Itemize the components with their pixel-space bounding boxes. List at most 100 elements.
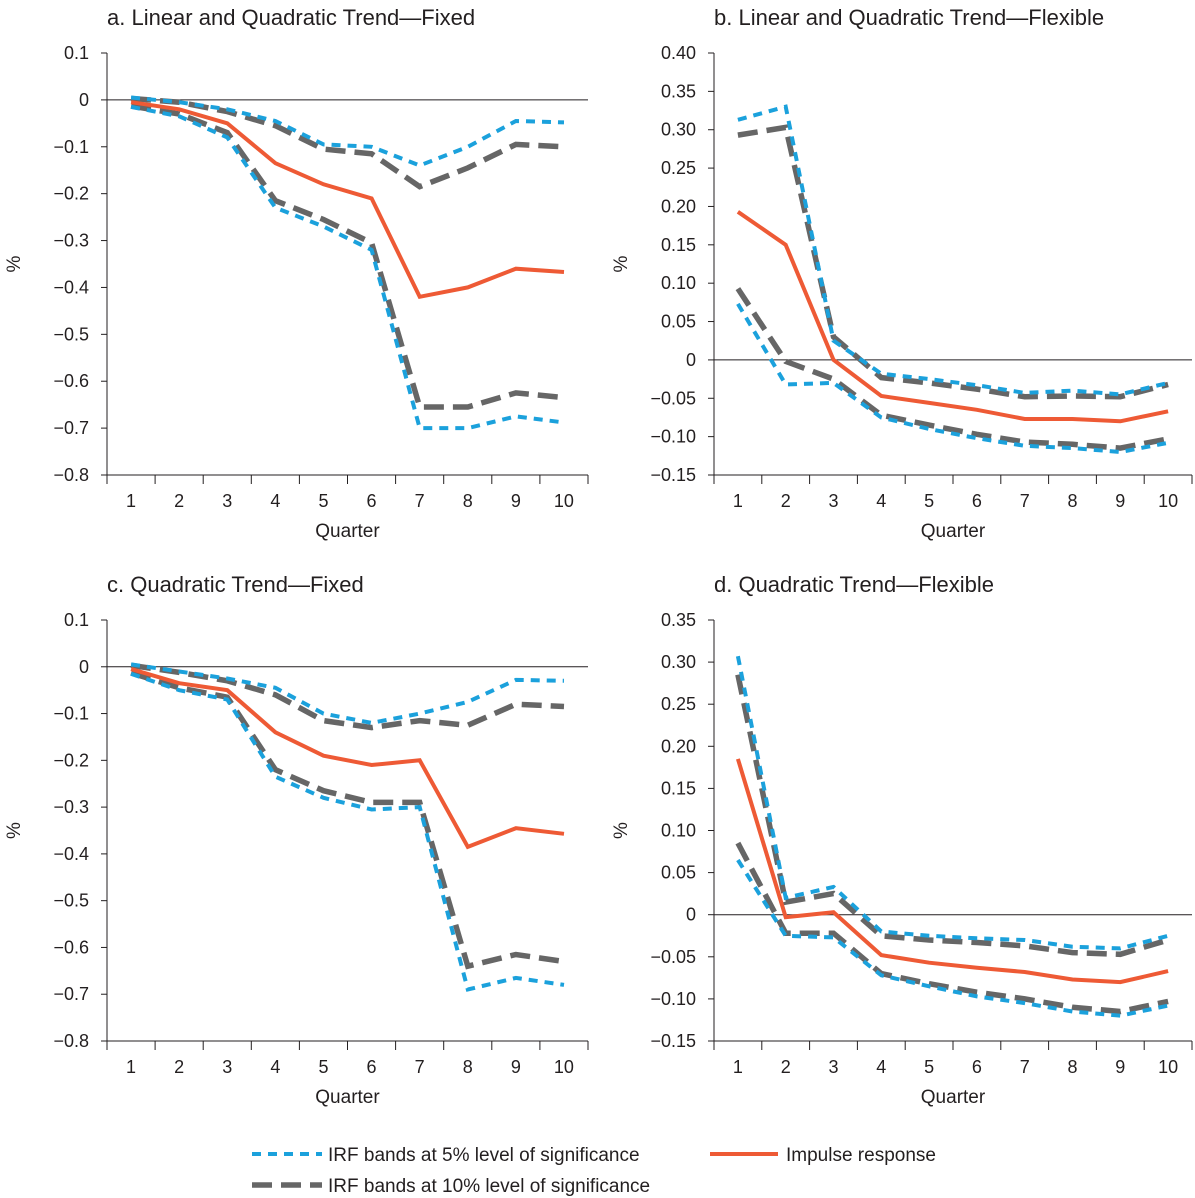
y-tick-label: 0.25 [661,158,696,178]
chart-panel-4: d. Quadratic Trend—Flexible% 0.35 0.30 0.25… [611,572,1193,1108]
y-tick-label: −0.15 [650,465,696,485]
x-tick-label: 7 [415,1057,425,1077]
y-tick-label: 0.05 [661,312,696,332]
panel-title: c. Quadratic Trend—Fixed [107,572,364,597]
series-line-band5-2 [130,671,565,992]
y-axis-label: % [4,822,25,839]
y-tick-label: 0.30 [661,120,696,140]
y-tick-label: 0.25 [661,694,696,714]
legend-label-band10: IRF bands at 10% level of significance [328,1176,650,1197]
y-tick-label: −0.3 [53,797,89,817]
y-axis-label: % [611,822,632,839]
y-tick-label: −0.8 [53,465,89,485]
series-line-impulse-5 [130,667,565,850]
y-tick-label: 0 [79,657,89,677]
x-tick-label: 4 [876,1057,886,1077]
y-tick-label: 0.15 [661,235,696,255]
x-axis-label: Quarter [921,521,986,542]
legend-label-band5: IRF bands at 5% level of significance [328,1145,640,1166]
series-line-band10-4 [735,841,1169,1015]
y-tick-label: −0.15 [650,1031,696,1051]
series-line-impulse-5 [130,100,565,300]
series-line-band10-4 [130,103,565,410]
x-tick-label: 1 [733,1057,743,1077]
y-tick-label: 0.15 [661,778,696,798]
x-tick-label: 10 [1158,1057,1178,1077]
series-line-band10-3 [130,95,565,190]
x-tick-label: 1 [733,491,743,511]
x-tick-label: 6 [972,491,982,511]
x-tick-label: 7 [1020,1057,1030,1077]
series-line-band5-1 [735,655,1169,951]
series-line-band5-2 [736,302,1169,455]
y-tick-label: −0.5 [53,324,89,344]
y-tick-label: −0.6 [53,937,89,957]
y-tick-label: −0.7 [53,984,89,1004]
x-tick-label: 4 [270,1057,280,1077]
y-tick-label: 0 [686,350,696,370]
x-tick-label: 3 [222,1057,232,1077]
x-tick-label: 7 [1020,491,1030,511]
legend: IRF bands at 5% level of significance IRF… [252,1145,936,1197]
y-tick-label: −0.10 [650,989,696,1009]
x-tick-label: 6 [367,1057,377,1077]
series-line-band10-3 [735,674,1169,958]
x-tick-label: 8 [1067,1057,1077,1077]
x-tick-label: 5 [318,1057,328,1077]
x-tick-label: 3 [222,491,232,511]
chart-panel-3: c. Quadratic Trend—Fixed% 0.1 0 −0.1 −0.2 −0.… [4,572,589,1108]
y-tick-label: 0.20 [661,736,696,756]
y-tick-label: −0.1 [53,137,89,157]
y-tick-label: −0.4 [53,277,89,297]
x-tick-label: 1 [126,491,136,511]
y-tick-label: −0.7 [53,418,89,438]
y-tick-label: 0.35 [661,610,696,630]
series-line-impulse-5 [735,758,1169,985]
series-line-band5-2 [130,104,565,431]
y-tick-label: −0.2 [53,184,89,204]
y-tick-label: −0.8 [53,1031,89,1051]
y-axis-label: % [611,255,632,272]
x-tick-label: 8 [1067,491,1077,511]
x-tick-label: 10 [1158,491,1178,511]
y-tick-label: 0.35 [661,81,696,101]
x-tick-label: 9 [1115,1057,1125,1077]
x-tick-label: 9 [511,491,521,511]
series-line-band5-2 [736,858,1169,1018]
panel-title: b. Linear and Quadratic Trend—Flexible [714,5,1104,30]
y-tick-label: −0.05 [650,947,696,967]
chart-panel-1: a. Linear and Quadratic Trend—Fixed% 0.1 0… [4,5,589,542]
series-line-band5-1 [130,95,565,168]
y-tick-label: 0.10 [661,273,696,293]
y-tick-label: −0.2 [53,750,89,770]
y-tick-label: 0.1 [64,43,89,63]
y-tick-label: 0 [686,905,696,925]
panel-title: d. Quadratic Trend—Flexible [714,572,994,597]
series-line-band10-4 [130,670,565,970]
legend-label-impulse: Impulse response [786,1145,936,1166]
x-tick-label: 5 [924,1057,934,1077]
x-tick-label: 3 [828,1057,838,1077]
x-tick-label: 9 [1115,491,1125,511]
y-tick-label: −0.6 [53,371,89,391]
y-tick-label: −0.10 [650,427,696,447]
x-axis-label: Quarter [921,1087,986,1108]
y-tick-label: −0.1 [53,704,89,724]
series-line-band10-3 [130,662,565,731]
y-tick-label: 0.20 [661,196,696,216]
x-tick-label: 4 [876,491,886,511]
x-tick-label: 9 [511,1057,521,1077]
series-line-band5-1 [737,104,1169,397]
x-tick-label: 10 [554,1057,574,1077]
x-tick-label: 1 [126,1057,136,1077]
panel-title: a. Linear and Quadratic Trend—Fixed [107,5,475,30]
x-tick-label: 7 [415,491,425,511]
x-tick-label: 5 [318,491,328,511]
chart-panel-2: b. Linear and Quadratic Trend—Flexible% 0… [611,5,1193,542]
y-tick-label: 0 [79,90,89,110]
y-axis-label: % [4,255,25,272]
series-line-impulse-5 [736,210,1169,424]
x-axis-label: Quarter [315,1087,380,1108]
x-tick-label: 10 [554,491,574,511]
